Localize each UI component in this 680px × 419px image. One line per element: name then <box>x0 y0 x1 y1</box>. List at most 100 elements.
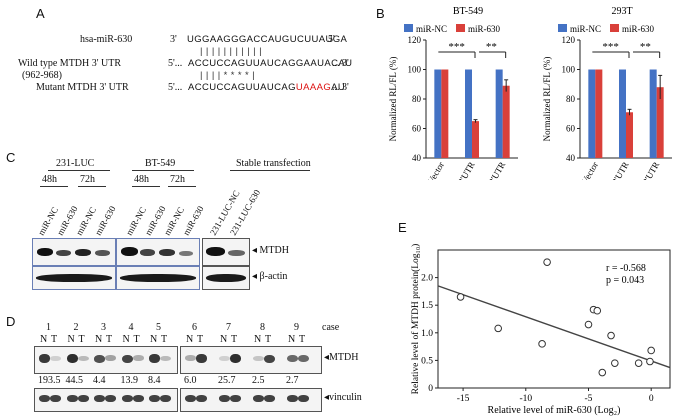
data-point <box>611 359 619 367</box>
vinculin-band <box>253 395 264 402</box>
bar <box>495 69 503 158</box>
lane-nt-label: T <box>78 334 85 345</box>
lane-nt-label: N <box>67 334 75 345</box>
mtdh-band <box>50 355 61 361</box>
data-point <box>647 346 655 355</box>
x-tick-label: Mu-3'UTR <box>479 160 507 180</box>
vinculin-band <box>230 395 241 402</box>
pairing-lines-top: | | | | | | | | | | | <box>200 46 262 57</box>
chart-title: BT-549 <box>453 6 483 17</box>
expression-ratio: 44.5 <box>65 375 84 386</box>
lane-nt-label: N <box>220 334 228 345</box>
bar <box>595 69 603 158</box>
lane-nt-label: N <box>95 334 103 345</box>
blot-actin-bt549 <box>116 266 200 290</box>
x-tick-label: Vector <box>426 160 446 180</box>
bar <box>441 69 449 158</box>
y-tick-label: 1.5 <box>421 301 433 311</box>
lane-nt-label: N <box>186 334 194 345</box>
bar-chart-0: BT-549 miR-NC miR-630 40 60 80 100 120 Normalize… <box>388 6 518 180</box>
x-axis-label: Relative level of miR-630 (Log₂) <box>488 405 621 416</box>
vinculin-band <box>50 395 61 402</box>
sig-stars: ** <box>486 41 497 53</box>
data-point <box>593 306 602 315</box>
bar <box>465 69 472 158</box>
plot-frame <box>437 249 671 389</box>
legend-swatch <box>558 24 567 32</box>
expression-ratio: 8.4 <box>148 375 161 386</box>
y-tick-label: 120 <box>562 35 576 45</box>
mtdh-band <box>264 354 275 363</box>
wt-label: Wild type MTDH 3' UTR <box>18 58 122 69</box>
x-tick-label: 0 <box>649 394 654 404</box>
chart-title: 293T <box>611 6 632 17</box>
case-number: 8 <box>260 322 265 333</box>
x-tick-label: Vector <box>580 160 600 180</box>
expression-ratio: 193.5 <box>38 375 61 386</box>
data-point <box>634 359 643 367</box>
bar <box>619 69 626 158</box>
stat-p: p = 0.043 <box>606 275 644 286</box>
mtdh-band <box>196 354 207 364</box>
legend-label: miR-NC <box>570 24 601 34</box>
time-72h-a: 72h <box>80 174 95 185</box>
panel-a-label: A <box>36 6 45 21</box>
vinculin-band <box>94 395 105 402</box>
lane-nt-label: N <box>254 334 262 345</box>
expression-ratio: 2.7 <box>286 375 299 386</box>
lane-nt-label: T <box>231 334 238 345</box>
y-tick-label: 2.0 <box>421 274 433 284</box>
mtdh-band <box>298 354 309 363</box>
scatter-plot: 0 0.5 1.0 1.5 2.0 -15 -10 -5 0 Relative level of … <box>410 244 671 416</box>
regression-line <box>437 285 671 369</box>
vinculin-band <box>66 395 78 402</box>
blot-actin-231 <box>32 266 116 290</box>
mutant-sequence: ACCUCCAGUUAUCAGUAAAGAU <box>188 82 346 93</box>
lane-nt-label: N <box>288 334 296 345</box>
vinculin-band <box>105 395 116 402</box>
vinculin-band <box>185 395 196 402</box>
x-tick-label: -10 <box>519 394 532 404</box>
legend-label: miR-630 <box>622 24 655 34</box>
case-number: 6 <box>192 322 197 333</box>
mtdh-band <box>287 354 298 363</box>
data-point <box>584 320 593 329</box>
case-number: 7 <box>226 322 231 333</box>
bar <box>502 85 510 158</box>
bar <box>656 87 664 158</box>
x-tick-label: WT-3'UTR <box>602 160 631 180</box>
blot-mtdh-231 <box>32 238 116 266</box>
mtdh-band <box>39 354 50 364</box>
y-tick-label: 60 <box>412 124 422 134</box>
mut-dir5: 5'... <box>168 82 183 93</box>
sig-stars: *** <box>602 41 619 53</box>
sig-stars: ** <box>640 41 651 53</box>
mtdh-band <box>132 355 144 362</box>
data-point <box>598 368 607 377</box>
wt-dir5: 5'... <box>168 58 183 69</box>
vinculin-band <box>219 395 230 402</box>
panel-d-label: D <box>6 314 16 329</box>
mtdh-band <box>94 354 105 363</box>
expression-ratio: 6.0 <box>184 375 197 386</box>
panel-c-label: C <box>6 150 16 165</box>
mtdh-band <box>149 354 160 364</box>
legend-label: miR-NC <box>416 24 447 34</box>
x-tick-label: WT-3'UTR <box>448 160 477 180</box>
mutant-label: Mutant MTDH 3' UTR <box>36 82 129 93</box>
y-tick-label: 100 <box>562 65 576 75</box>
y-tick-label: 80 <box>566 94 576 104</box>
lane-nt-label: T <box>265 334 272 345</box>
mut-dir3: ... 3' <box>332 82 349 93</box>
lane-nt-label: N <box>40 334 48 345</box>
y-axis-label: Normalized RL/FL (%) <box>388 57 398 142</box>
lane-nt-label: N <box>150 334 158 345</box>
legend-swatch <box>404 24 413 32</box>
actin-marker: ◂ β-actin <box>252 271 288 282</box>
lane-nt-label: T <box>133 334 140 345</box>
expression-ratio: 2.5 <box>252 375 265 386</box>
x-tick-label: -5 <box>585 394 593 404</box>
wt-sequence: ACCUCCAGUUAUCAGGAAUACAU <box>188 58 353 69</box>
mtdh-band <box>77 355 89 361</box>
x-tick-label: -15 <box>457 394 470 404</box>
